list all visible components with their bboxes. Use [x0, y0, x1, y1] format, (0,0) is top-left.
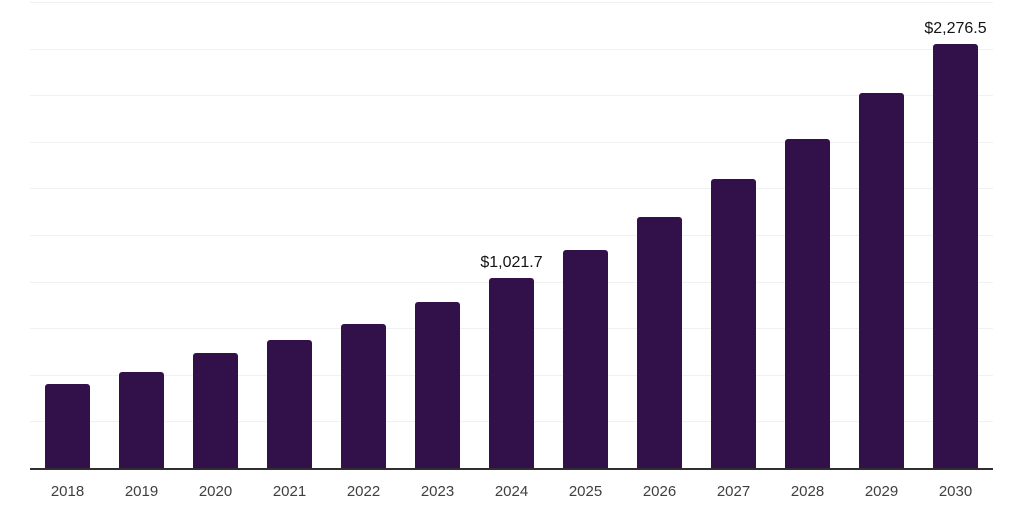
bar-2018: [45, 384, 90, 468]
bar-2024: [489, 277, 534, 468]
bar-2027: [711, 178, 756, 468]
bar-2028: [785, 138, 830, 468]
bar-2026: [637, 216, 682, 468]
x-axis-label-2020: 2020: [198, 483, 233, 500]
x-axis-label-2029: 2029: [864, 483, 899, 500]
x-axis-label-2018: 2018: [50, 483, 85, 500]
x-axis-label-2019: 2019: [124, 483, 159, 500]
x-axis-label-2025: 2025: [568, 483, 603, 500]
bar-2023: [415, 302, 460, 468]
bar-2030: [933, 43, 978, 468]
gridline: [30, 2, 993, 3]
bar-2025: [563, 250, 608, 468]
x-axis-label-2023: 2023: [420, 483, 455, 500]
x-axis-label-2026: 2026: [642, 483, 677, 500]
x-axis-label-2027: 2027: [716, 483, 751, 500]
bar-2019: [119, 372, 164, 468]
bar-2029: [859, 92, 904, 468]
x-axis-label-2022: 2022: [346, 483, 381, 500]
x-axis-label-2024: 2024: [494, 483, 529, 500]
gridline: [30, 235, 993, 236]
bar-2020: [193, 353, 238, 468]
gridline: [30, 141, 993, 143]
bar-value-label-2024: $1,021.7: [480, 253, 543, 271]
gridline: [30, 48, 993, 50]
bar-value-label-2030: $2,276.5: [924, 19, 987, 37]
bar-2021: [267, 340, 312, 468]
x-axis-label-2028: 2028: [790, 483, 825, 500]
plot-area: $1,021.7 $2,276.5: [30, 2, 993, 470]
bar-2022: [341, 324, 386, 468]
gridline: [30, 188, 993, 190]
x-axis-label-2021: 2021: [272, 483, 307, 500]
gridline: [30, 95, 993, 97]
x-axis: 2018 2019 2020 2021 2022 2023 2024 2025 2026 2027…: [30, 483, 993, 503]
x-axis-label-2030: 2030: [938, 483, 973, 500]
